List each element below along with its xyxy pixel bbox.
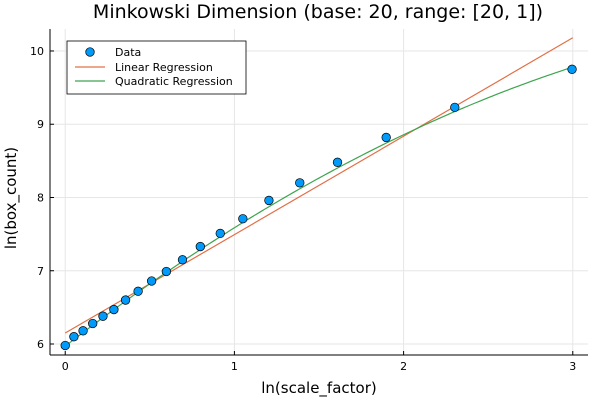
- y-tick-labels: 6 7 8 9 10: [30, 45, 44, 351]
- data-point: [78, 326, 88, 336]
- y-tick-label: 10: [30, 45, 44, 58]
- data-point: [177, 255, 188, 265]
- data-point: [98, 311, 108, 321]
- legend-label-quadratic: Quadratic Regression: [115, 75, 233, 88]
- data-point: [238, 214, 248, 224]
- x-tick-labels: 0 1 2 3: [62, 360, 577, 373]
- axes: [49, 29, 588, 356]
- legend-label-data: Data: [115, 46, 141, 59]
- data-point: [60, 340, 70, 351]
- x-tick-label: 1: [231, 360, 238, 373]
- data-point: [295, 178, 305, 188]
- data-point: [88, 318, 98, 329]
- data-point: [133, 286, 143, 296]
- plot-area: [60, 37, 577, 351]
- data-point: [215, 228, 225, 239]
- data-point: [450, 102, 460, 113]
- x-tick-label: 3: [569, 360, 576, 373]
- y-tick-label: 7: [37, 265, 44, 278]
- data-point: [332, 157, 343, 167]
- data-point: [195, 241, 205, 252]
- legend-label-linear: Linear Regression: [115, 61, 213, 74]
- data-point: [161, 266, 172, 277]
- data-point: [120, 295, 131, 305]
- data-point: [264, 195, 274, 206]
- data-point: [381, 132, 391, 143]
- y-axis-label: ln(box_count): [2, 147, 21, 249]
- data-point: [146, 276, 157, 286]
- x-axis-label: ln(scale_factor): [261, 379, 376, 398]
- data-point: [69, 332, 79, 342]
- legend: Data Linear Regression Quadratic Regress…: [66, 40, 247, 95]
- data-point: [567, 64, 577, 74]
- y-tick-label: 6: [37, 338, 44, 351]
- data-point: [109, 304, 119, 315]
- x-tick-label: 0: [62, 360, 69, 373]
- x-tick-label: 2: [400, 360, 407, 373]
- legend-marker-data: [85, 47, 95, 57]
- y-tick-label: 8: [37, 191, 44, 204]
- y-tick-label: 9: [37, 118, 44, 131]
- chart-title: Minkowski Dimension (base: 20, range: [2…: [93, 1, 543, 23]
